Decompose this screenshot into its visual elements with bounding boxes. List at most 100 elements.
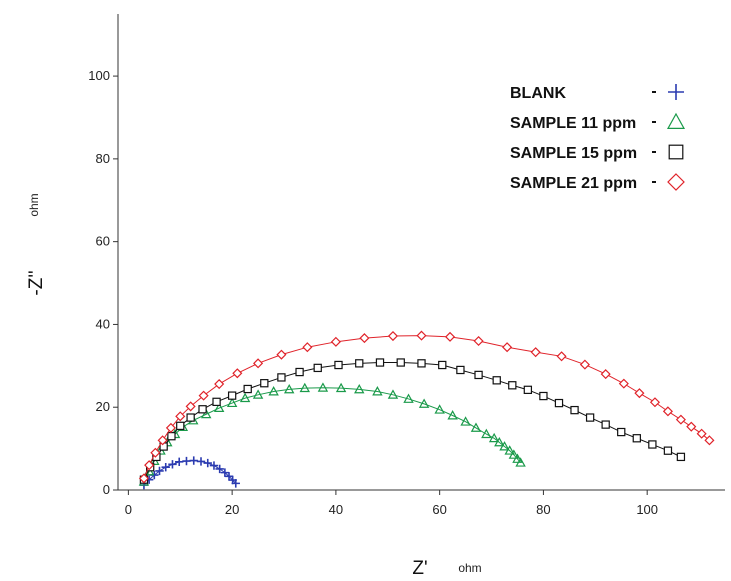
- square-marker: [508, 381, 517, 390]
- triangle-marker: [508, 449, 520, 459]
- diamond-marker: [618, 378, 629, 389]
- diamond-marker: [138, 473, 149, 484]
- diamond-marker: [214, 378, 225, 390]
- diamond-marker: [696, 428, 707, 439]
- diamond-marker: [579, 359, 590, 370]
- plot-area: [138, 330, 715, 490]
- square-marker: [648, 440, 657, 449]
- x-axis-title: Z' ohm: [412, 558, 481, 579]
- legend-label: SAMPLE 15 ppm: [510, 145, 637, 162]
- square-marker: [539, 391, 548, 401]
- diamond-marker: [175, 411, 186, 422]
- square-marker: [243, 384, 252, 394]
- plus-marker: [182, 456, 191, 466]
- square-marker: [396, 358, 405, 367]
- square-marker: [277, 373, 286, 382]
- triangle-marker: [447, 410, 458, 420]
- triangle-marker: [488, 432, 500, 443]
- series-line: [143, 362, 682, 480]
- plus-marker: [175, 457, 184, 467]
- triangle-marker: [226, 397, 238, 408]
- square-marker: [492, 376, 501, 385]
- square-marker: [617, 427, 626, 437]
- x-axis-unit: ohm: [458, 561, 481, 575]
- diamond-marker: [144, 460, 155, 471]
- square-marker: [295, 367, 304, 377]
- square-marker: [176, 421, 185, 431]
- y-axis-ticks: 0 20 40 60 80 100: [88, 68, 118, 497]
- legend-label: SAMPLE 11 ppm: [510, 115, 636, 132]
- x-tick-label: 60: [432, 502, 446, 517]
- diamond-marker: [704, 435, 715, 446]
- y-tick-label: 100: [88, 68, 110, 83]
- square-marker: [601, 420, 610, 429]
- triangle-marker: [512, 453, 523, 463]
- square-marker: [227, 391, 237, 400]
- square-marker: [663, 446, 673, 455]
- triangle-marker: [515, 457, 526, 467]
- y-tick-label: 40: [96, 316, 110, 331]
- diamond-marker: [473, 335, 484, 347]
- triangle-marker: [666, 112, 686, 129]
- square-marker: [632, 434, 641, 443]
- triangle-marker: [317, 382, 329, 392]
- square-marker: [523, 385, 533, 395]
- legend-item: SAMPLE 15 ppm: [510, 144, 684, 162]
- diamond-marker: [276, 349, 287, 360]
- plus-marker: [161, 463, 170, 472]
- diamond-marker: [444, 331, 456, 342]
- triangle-marker: [460, 416, 471, 426]
- triangle-marker: [418, 398, 430, 408]
- triangle-marker: [387, 389, 399, 399]
- triangle-marker: [470, 422, 482, 432]
- triangle-marker: [335, 382, 347, 393]
- y-tick-label: 80: [96, 151, 110, 166]
- triangle-marker: [283, 383, 295, 394]
- triangle-marker: [213, 402, 225, 413]
- y-axis-unit: ohm: [27, 193, 41, 216]
- diamond-marker: [634, 388, 645, 399]
- plus-marker: [224, 472, 234, 481]
- square-marker: [676, 452, 686, 462]
- x-axis-ticks: 0 20 40 60 80 100: [125, 490, 658, 517]
- x-tick-label: 80: [536, 502, 550, 517]
- series-4: [138, 330, 715, 484]
- diamond-marker: [600, 369, 611, 380]
- plus-marker: [155, 466, 164, 476]
- square-marker: [554, 398, 564, 408]
- triangle-marker: [239, 392, 251, 403]
- plus-marker: [231, 479, 240, 488]
- series-line: [143, 387, 521, 482]
- series-2: [138, 382, 526, 486]
- diamond-marker: [675, 414, 686, 425]
- y-axis-label: -Z'': [26, 270, 47, 295]
- square-marker: [186, 413, 195, 422]
- square-marker: [212, 397, 221, 407]
- triangle-marker: [372, 386, 383, 396]
- square-marker: [417, 359, 426, 368]
- y-tick-label: 60: [96, 234, 110, 249]
- triangle-marker: [434, 404, 445, 414]
- legend-item: SAMPLE 21 ppm: [510, 173, 685, 192]
- diamond-marker: [359, 333, 370, 344]
- x-tick-label: 40: [329, 502, 343, 517]
- plus-marker: [668, 84, 684, 100]
- square-marker: [456, 365, 465, 375]
- legend-label: BLANK: [510, 85, 566, 102]
- plus-marker: [168, 460, 177, 469]
- diamond-marker: [232, 368, 243, 379]
- triangle-marker: [268, 386, 279, 396]
- diamond-marker: [502, 342, 513, 353]
- triangle-marker: [299, 382, 310, 393]
- diamond-marker: [302, 342, 313, 353]
- triangle-marker: [481, 428, 492, 439]
- plus-marker: [209, 461, 219, 470]
- square-marker: [668, 144, 684, 160]
- y-axis-title: -Z'' ohm: [26, 193, 47, 295]
- diamond-marker: [667, 173, 685, 191]
- triangle-marker: [504, 445, 515, 455]
- plus-marker: [189, 456, 198, 465]
- diamond-marker: [253, 358, 264, 369]
- square-marker: [375, 358, 385, 367]
